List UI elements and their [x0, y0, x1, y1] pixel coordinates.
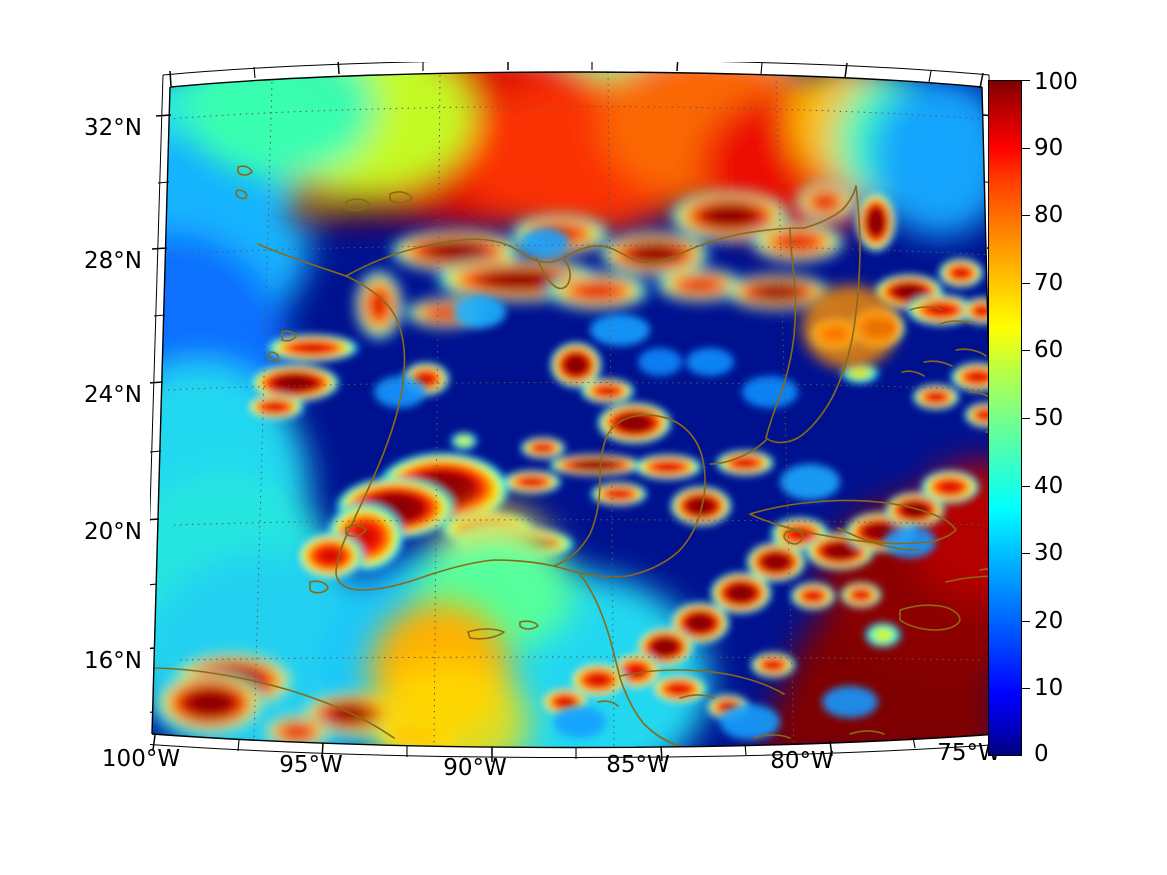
coastlines: [152, 165, 998, 748]
colorbar-tick-70: [1022, 283, 1030, 284]
colorbar-label-20: 20: [1034, 608, 1064, 634]
x-tick-label-85w: 85°W: [606, 752, 670, 778]
colorbar: 100 90 80 70 60 50 40 30 20 10 0: [988, 69, 1078, 767]
y-tick-label-32n: 32°N: [84, 115, 142, 141]
heatmap-layer: [152, 72, 998, 748]
y-tick-label-16n: 16°N: [84, 648, 142, 674]
colorbar-tick-60: [1022, 350, 1030, 351]
colorbar-tick-50: [1022, 418, 1030, 419]
colorbar-label-70: 70: [1034, 270, 1064, 296]
colorbar-tick-30: [1022, 553, 1030, 554]
map-svg: [150, 62, 1000, 762]
x-tick-label-100w: 100°W: [101, 746, 181, 772]
y-tick-label-20n: 20°N: [84, 519, 142, 545]
colorbar-tick-20: [1022, 621, 1030, 622]
colorbar-label-90: 90: [1034, 135, 1064, 161]
colorbar-label-100: 100: [1034, 69, 1078, 95]
map-plot-area: [150, 62, 1000, 762]
colorbar-tick-10: [1022, 688, 1030, 689]
colorbar-label-30: 30: [1034, 540, 1064, 566]
x-tick-label-90w: 90°W: [443, 755, 507, 781]
colorbar-tick-80: [1022, 215, 1030, 216]
y-tick-label-24n: 24°N: [84, 382, 142, 408]
colorbar-tick-100: [1022, 80, 1030, 81]
colorbar-label-10: 10: [1034, 675, 1064, 701]
graticule: [155, 72, 997, 748]
colorbar-label-80: 80: [1034, 202, 1064, 228]
colorbar-tick-90: [1022, 148, 1030, 149]
x-tick-label-95w: 95°W: [279, 752, 343, 778]
y-tick-label-28n: 28°N: [84, 248, 142, 274]
colorbar-label-50: 50: [1034, 405, 1064, 431]
colorbar-label-0: 0: [1034, 741, 1049, 767]
colorbar-label-40: 40: [1034, 473, 1064, 499]
colorbar-gradient: [988, 80, 1022, 756]
colorbar-label-60: 60: [1034, 337, 1064, 363]
colorbar-tick-40: [1022, 486, 1030, 487]
x-tick-label-80w: 80°W: [770, 748, 834, 774]
